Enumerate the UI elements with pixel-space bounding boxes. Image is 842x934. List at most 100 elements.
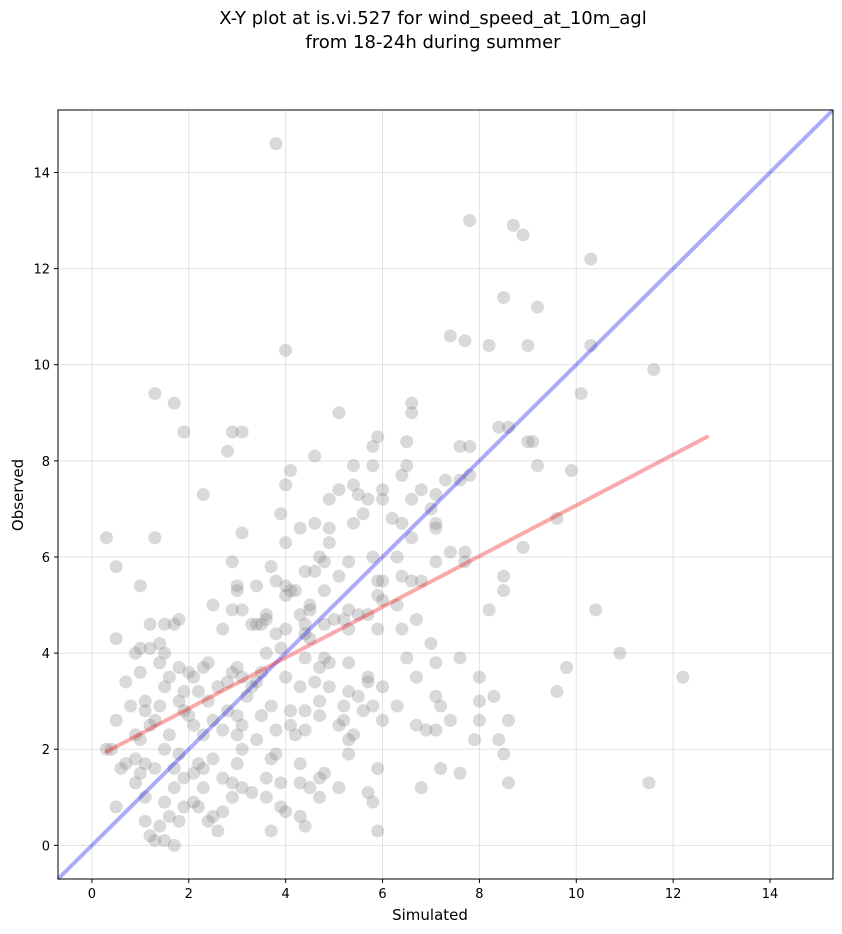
identity-line	[56, 108, 835, 881]
data-point	[531, 459, 545, 473]
data-point	[158, 795, 172, 809]
data-point	[429, 656, 443, 670]
data-point	[196, 728, 210, 742]
data-point	[308, 516, 322, 530]
data-point	[158, 680, 172, 694]
data-point	[274, 776, 288, 790]
data-point	[138, 814, 152, 828]
data-point	[187, 718, 201, 732]
data-point	[492, 420, 506, 434]
data-point	[158, 834, 172, 848]
data-point	[206, 713, 220, 727]
data-point	[376, 483, 390, 497]
data-point	[211, 824, 225, 838]
data-point	[274, 800, 288, 814]
data-point	[298, 704, 312, 718]
data-point	[221, 675, 235, 689]
data-point	[196, 661, 210, 675]
data-point	[138, 694, 152, 708]
data-point	[119, 757, 133, 771]
data-point	[317, 584, 331, 598]
data-point	[264, 824, 278, 838]
data-point	[293, 776, 307, 790]
data-point	[443, 329, 457, 343]
data-point	[230, 579, 244, 593]
chart-title-line-2: from 18-24h during summer	[305, 32, 561, 53]
data-point	[395, 468, 409, 482]
data-point	[501, 776, 515, 790]
data-point	[468, 733, 482, 747]
data-point	[332, 569, 346, 583]
data-point	[148, 387, 162, 401]
data-point	[109, 713, 123, 727]
data-point	[225, 555, 239, 569]
data-point	[327, 612, 341, 626]
y-tick-label: 10	[33, 359, 50, 374]
data-point	[269, 723, 283, 737]
data-point	[288, 584, 302, 598]
x-tick-label: 8	[475, 887, 483, 902]
data-point	[293, 608, 307, 622]
data-point	[390, 598, 404, 612]
data-point	[279, 670, 293, 684]
data-point	[303, 603, 317, 617]
data-point	[429, 555, 443, 569]
y-tick-label: 4	[42, 647, 50, 662]
data-point	[346, 516, 360, 530]
data-point	[497, 290, 511, 304]
data-point	[342, 656, 356, 670]
data-point	[322, 680, 336, 694]
data-point	[250, 733, 264, 747]
data-point	[225, 790, 239, 804]
data-point	[148, 834, 162, 848]
data-point	[293, 521, 307, 535]
data-point	[409, 612, 423, 626]
data-point	[453, 439, 467, 453]
data-point	[293, 680, 307, 694]
data-point	[356, 507, 370, 521]
data-point	[429, 488, 443, 501]
y-tick-label: 6	[42, 551, 50, 566]
data-point	[235, 718, 249, 732]
data-point	[371, 824, 385, 838]
data-point	[221, 444, 235, 458]
data-point	[259, 612, 273, 626]
x-axis-ticks: 0 2 4 6 8 10 12 14	[88, 879, 778, 902]
data-point	[153, 699, 167, 713]
data-point	[463, 468, 477, 482]
data-point	[250, 579, 264, 593]
data-point	[211, 680, 225, 694]
data-point	[124, 699, 138, 713]
data-point	[497, 569, 511, 583]
y-tick-label: 2	[42, 743, 50, 758]
data-point	[279, 478, 293, 492]
data-point	[308, 449, 322, 463]
data-point	[254, 665, 268, 679]
data-point	[506, 218, 520, 232]
data-point	[453, 473, 467, 487]
data-point	[230, 661, 244, 675]
data-point	[153, 636, 167, 650]
data-point	[501, 713, 515, 727]
data-point	[216, 723, 230, 737]
data-point	[346, 459, 360, 473]
data-point	[472, 713, 486, 727]
data-point	[390, 550, 404, 564]
data-point	[99, 742, 113, 756]
data-point	[526, 435, 540, 449]
data-point	[245, 785, 259, 799]
data-point	[235, 742, 249, 756]
data-point	[492, 733, 506, 747]
data-point	[351, 689, 365, 703]
data-point	[351, 608, 365, 622]
data-point	[259, 608, 273, 622]
data-point	[342, 747, 356, 761]
data-point	[235, 425, 249, 439]
reference-lines	[56, 108, 835, 881]
data-point	[322, 536, 336, 550]
data-point	[264, 752, 278, 766]
data-point	[400, 435, 414, 449]
data-point	[293, 810, 307, 824]
data-point	[400, 651, 414, 665]
